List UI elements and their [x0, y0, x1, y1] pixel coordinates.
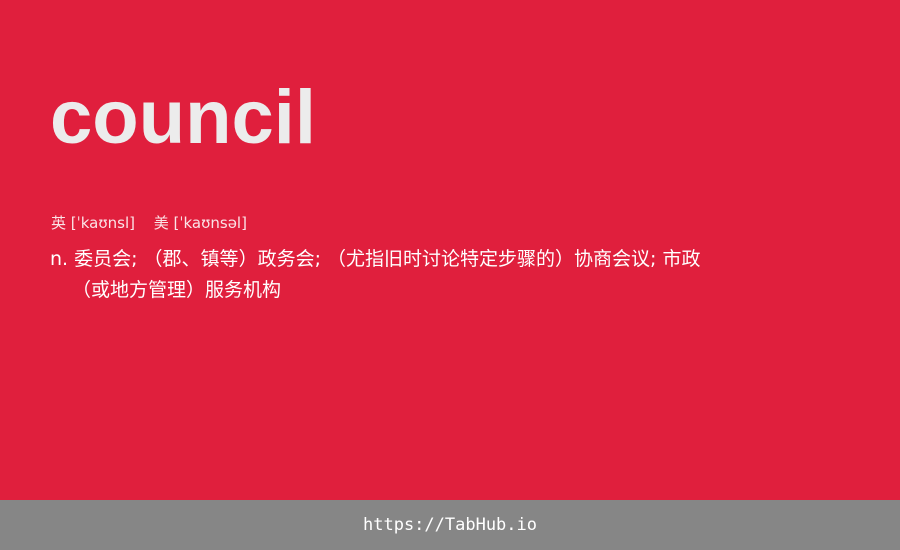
word-card: council 英 [ˈkaʊnsl] 美 [ˈkaʊnsəl] n. 委员会;…	[50, 75, 750, 306]
definition-line-2: （或地方管理）服务机构	[72, 279, 282, 301]
pronunciation-row: 英 [ˈkaʊnsl] 美 [ˈkaʊnsəl]	[51, 212, 247, 234]
definition-line-1: n. 委员会; （郡、镇等）政务会; （尤指旧时讨论特定步骤的）协商会议; 市政	[50, 248, 701, 270]
headword: council	[50, 75, 317, 160]
phonetic-uk: 英 [ˈkaʊnsl]	[51, 214, 135, 232]
phonetic-us: 美 [ˈkaʊnsəl]	[153, 214, 247, 232]
footer-bar: https://TabHub.io	[0, 500, 900, 550]
tabhub-link[interactable]: https://TabHub.io	[363, 515, 537, 535]
definition: n. 委员会; （郡、镇等）政务会; （尤指旧时讨论特定步骤的）协商会议; 市政…	[50, 244, 750, 306]
